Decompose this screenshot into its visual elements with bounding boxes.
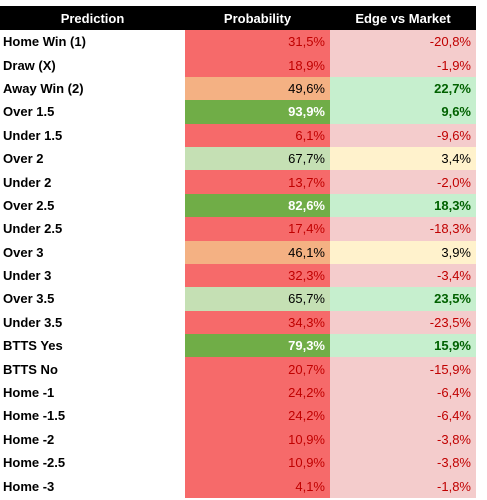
edge-cell: -6,4%: [330, 380, 476, 405]
probability-cell: 17,4%: [185, 217, 330, 241]
probability-cell: 10,9%: [185, 427, 330, 452]
probability-cell: 32,3%: [185, 263, 330, 288]
edge-cell: 3,9%: [330, 240, 476, 264]
table-row: Home -2.5 10,9% -3,8%: [0, 451, 476, 475]
table-row: Over 2.5 82,6% 18,3%: [0, 193, 476, 218]
probability-cell: 67,7%: [185, 146, 330, 171]
header-row: Prediction Probability Edge vs Market: [0, 6, 476, 30]
probability-cell: 65,7%: [185, 287, 330, 311]
edge-cell: -18,3%: [330, 217, 476, 241]
edge-cell: -15,9%: [330, 357, 476, 381]
table-row: Over 2 67,7% 3,4%: [0, 146, 476, 171]
prediction-cell: BTTS Yes: [3, 338, 63, 354]
table-row: Home -1 24,2% -6,4%: [0, 380, 476, 405]
probability-cell: 34,3%: [185, 310, 330, 335]
table-row: Under 2 13,7% -2,0%: [0, 170, 476, 194]
probability-cell: 24,2%: [185, 380, 330, 405]
table-body: Home Win (1) 31,5% -20,8% Draw (X) 18,9% -1,9…: [0, 30, 476, 498]
edge-cell: -6,4%: [330, 404, 476, 428]
table-row: Under 2.5 17,4% -18,3%: [0, 217, 476, 241]
header-cell: Edge vs Market: [330, 6, 476, 30]
prediction-cell: Under 3.5: [3, 314, 63, 330]
prediction-cell: Home -1: [3, 385, 55, 401]
probability-cell: 20,7%: [185, 357, 330, 381]
probability-cell: 82,6%: [185, 193, 330, 218]
table-row: Over 3 46,1% 3,9%: [0, 240, 476, 264]
edge-cell: 9,6%: [330, 100, 476, 124]
prediction-cell: BTTS No: [3, 361, 58, 377]
table-row: Under 3 32,3% -3,4%: [0, 263, 476, 288]
prediction-cell: Over 3.5: [3, 291, 55, 307]
table-header: Prediction Probability Edge vs Market: [0, 6, 476, 30]
table-row: Away Win (2) 49,6% 22,7%: [0, 76, 476, 101]
edge-cell: 23,5%: [330, 287, 476, 311]
edge-cell: 15,9%: [330, 334, 476, 358]
table-row: Over 1.5 93,9% 9,6%: [0, 100, 476, 124]
edge-cell: 18,3%: [330, 193, 476, 218]
table-row: Under 3.5 34,3% -23,5%: [0, 310, 476, 335]
edge-cell: -23,5%: [330, 310, 476, 335]
probability-cell: 93,9%: [185, 100, 330, 124]
edge-cell: -3,8%: [330, 451, 476, 475]
prediction-cell: Home Win (1): [3, 34, 86, 50]
prediction-cell: Draw (X): [3, 57, 56, 73]
probability-cell: 79,3%: [185, 334, 330, 358]
table-row: Over 3.5 65,7% 23,5%: [0, 287, 476, 311]
edge-cell: -3,8%: [330, 427, 476, 452]
probability-cell: 49,6%: [185, 76, 330, 101]
prediction-cell: Home -2: [3, 431, 55, 447]
prediction-cell: Over 1.5: [3, 104, 55, 120]
prediction-cell: Home -3: [3, 478, 55, 494]
table-row: BTTS Yes 79,3% 15,9%: [0, 334, 476, 358]
table-row: Under 1.5 6,1% -9,6%: [0, 123, 476, 147]
prediction-table: Prediction Probability Edge vs Market Ho…: [0, 6, 476, 498]
probability-cell: 46,1%: [185, 240, 330, 264]
prediction-cell: Over 2.5: [3, 197, 55, 213]
probability-cell: 6,1%: [185, 123, 330, 147]
probability-cell: 10,9%: [185, 451, 330, 475]
edge-cell: -9,6%: [330, 123, 476, 147]
probability-cell: 31,5%: [185, 30, 330, 54]
prediction-cell: Home -1.5: [3, 408, 66, 424]
prediction-cell: Under 2: [3, 174, 52, 190]
edge-cell: -1,9%: [330, 53, 476, 77]
edge-cell: -2,0%: [330, 170, 476, 194]
edge-cell: -1,8%: [330, 474, 476, 498]
header-cell: Probability: [185, 6, 330, 30]
table-row: Home -2 10,9% -3,8%: [0, 427, 476, 452]
table-row: Home -3 4,1% -1,8%: [0, 474, 476, 498]
prediction-cell: Under 3: [3, 268, 52, 284]
table-row: Draw (X) 18,9% -1,9%: [0, 53, 476, 77]
prediction-cell: Over 2: [3, 151, 44, 167]
edge-cell: 3,4%: [330, 146, 476, 171]
prediction-cell: Away Win (2): [3, 80, 84, 96]
edge-cell: 22,7%: [330, 76, 476, 101]
prediction-cell: Under 2.5: [3, 221, 63, 237]
probability-cell: 4,1%: [185, 474, 330, 498]
probability-cell: 13,7%: [185, 170, 330, 194]
probability-cell: 24,2%: [185, 404, 330, 428]
edge-cell: -3,4%: [330, 263, 476, 288]
edge-cell: -20,8%: [330, 30, 476, 54]
header-cell: Prediction: [0, 6, 185, 30]
prediction-cell: Under 1.5: [3, 127, 63, 143]
prediction-cell: Over 3: [3, 244, 44, 260]
table-row: Home Win (1) 31,5% -20,8%: [0, 30, 476, 54]
prediction-cell: Home -2.5: [3, 455, 66, 471]
probability-cell: 18,9%: [185, 53, 330, 77]
table-container: Prediction Probability Edge vs Market Ho…: [0, 6, 476, 498]
table-row: Home -1.5 24,2% -6,4%: [0, 404, 476, 428]
table-row: BTTS No 20,7% -15,9%: [0, 357, 476, 381]
